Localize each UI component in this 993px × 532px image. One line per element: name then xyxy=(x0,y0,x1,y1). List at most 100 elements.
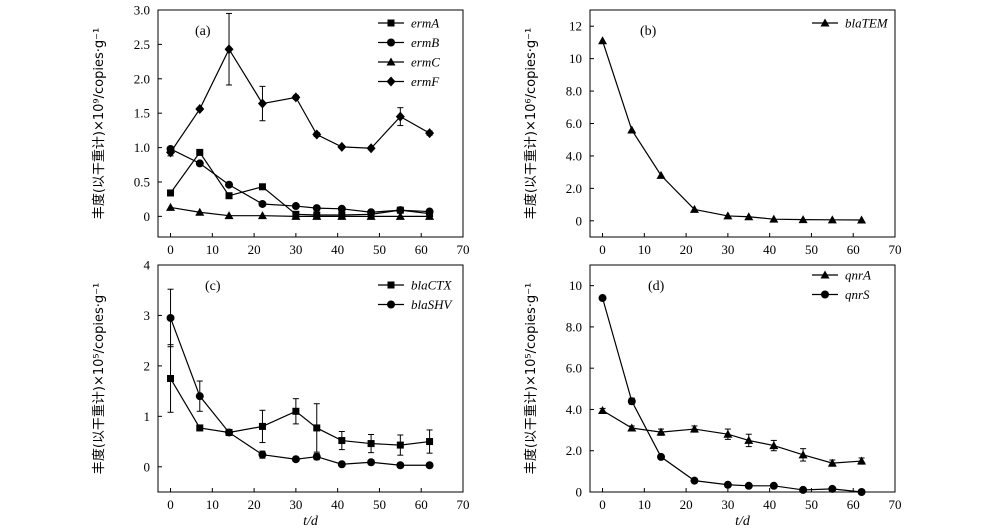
x-tick-label: 0 xyxy=(167,497,174,512)
y-tick-label: 1.5 xyxy=(134,106,150,121)
data-point xyxy=(857,456,867,465)
data-point xyxy=(312,129,322,140)
data-point xyxy=(366,143,376,154)
x-tick-label: 40 xyxy=(763,497,776,512)
data-point xyxy=(857,488,866,496)
series-ermA xyxy=(167,148,434,219)
x-tick-label: 10 xyxy=(206,497,219,512)
legend-marker xyxy=(387,38,395,47)
data-point xyxy=(656,427,666,436)
y-axis-label: 丰度(以干重计)×10⁵/copies·g⁻¹ xyxy=(523,283,539,474)
legend: ermA ermB ermC ermF xyxy=(378,16,440,89)
data-point xyxy=(257,211,267,220)
data-point xyxy=(689,424,699,433)
data-point xyxy=(257,98,267,109)
data-point xyxy=(195,392,204,401)
x-tick-label: 30 xyxy=(721,242,734,257)
data-point xyxy=(312,204,321,213)
plot-frame xyxy=(589,264,896,493)
x-tick-label: 0 xyxy=(599,242,606,257)
data-point xyxy=(395,111,405,122)
data-point xyxy=(799,485,808,494)
legend-label: ermF xyxy=(411,74,440,89)
plot-frame xyxy=(157,9,464,238)
y-tick-label: 0 xyxy=(576,213,583,228)
x-tick-label: 20 xyxy=(248,242,261,257)
legend-label: ermA xyxy=(411,16,439,31)
y-tick-label: 1 xyxy=(144,409,151,424)
series-line xyxy=(170,151,430,216)
y-tick-label: 8.0 xyxy=(566,84,582,99)
legend-marker xyxy=(386,76,396,87)
legend-label: blaSHV xyxy=(411,297,454,312)
series-blaSHV xyxy=(166,288,434,470)
data-point xyxy=(744,435,754,444)
x-tick-label: 10 xyxy=(206,242,219,257)
y-tick-label: 12 xyxy=(569,19,582,34)
series-line xyxy=(601,297,862,493)
data-point xyxy=(291,211,301,220)
y-tick-label: 0 xyxy=(144,209,151,224)
data-point xyxy=(195,159,204,168)
y-tick-label: 2.0 xyxy=(566,443,582,458)
data-point xyxy=(723,211,733,220)
data-point xyxy=(258,450,267,459)
x-tick-label: 60 xyxy=(847,242,860,257)
data-point xyxy=(196,424,204,432)
panel-label: (d) xyxy=(648,279,665,294)
legend-label: ermC xyxy=(411,55,440,70)
y-tick-label: 2.5 xyxy=(134,37,150,52)
data-point xyxy=(225,192,233,200)
data-point xyxy=(367,440,375,448)
data-point xyxy=(224,211,234,220)
series-ermC xyxy=(166,202,435,220)
panel-label: (b) xyxy=(640,24,657,39)
y-axis-label: 丰度(以干重计)×10⁶/copies·g⁻¹ xyxy=(523,28,539,219)
data-point xyxy=(857,215,867,224)
data-point xyxy=(167,189,175,197)
data-point xyxy=(598,294,607,303)
legend-label: qnrS xyxy=(845,287,870,302)
data-point xyxy=(769,441,779,450)
data-point xyxy=(225,428,234,437)
data-point xyxy=(598,405,608,414)
data-point xyxy=(827,458,837,467)
x-tick-label: 70 xyxy=(457,242,470,257)
data-point xyxy=(337,211,347,220)
data-point xyxy=(744,212,754,221)
data-point xyxy=(426,438,434,446)
series-line xyxy=(170,378,430,446)
data-point xyxy=(723,480,732,489)
series-ermF xyxy=(166,12,435,158)
data-point xyxy=(258,183,266,191)
data-point xyxy=(166,313,175,322)
legend-label: ermB xyxy=(411,35,439,50)
data-point xyxy=(396,441,404,449)
data-point xyxy=(196,148,204,156)
series-blaCTX xyxy=(167,344,434,456)
data-point xyxy=(425,128,435,139)
y-tick-label: 8.0 xyxy=(566,319,582,334)
x-tick-label: 20 xyxy=(680,497,693,512)
series-ermB xyxy=(166,144,434,217)
data-point xyxy=(425,461,434,470)
legend: qnrA qnrS xyxy=(812,268,871,302)
y-tick-label: 3 xyxy=(144,308,151,323)
x-tick-label: 20 xyxy=(680,242,693,257)
x-tick-label: 40 xyxy=(331,242,344,257)
data-point xyxy=(167,375,175,382)
x-tick-label: 30 xyxy=(721,497,734,512)
x-axis-label: t/d xyxy=(735,514,751,529)
legend-marker xyxy=(820,18,830,27)
y-tick-label: 4.0 xyxy=(566,148,582,163)
data-point xyxy=(657,452,666,461)
data-point xyxy=(195,104,205,115)
data-point xyxy=(798,450,808,459)
y-tick-label: 10 xyxy=(569,278,582,293)
data-point xyxy=(689,204,699,213)
panel-c: 0 10 20 30 40 50 60 70 0 1 2 3 4 丰度(以干重计)×10⁵/copies·… xyxy=(91,258,470,530)
data-point xyxy=(690,476,699,485)
data-point xyxy=(313,424,321,432)
data-point xyxy=(291,92,301,103)
